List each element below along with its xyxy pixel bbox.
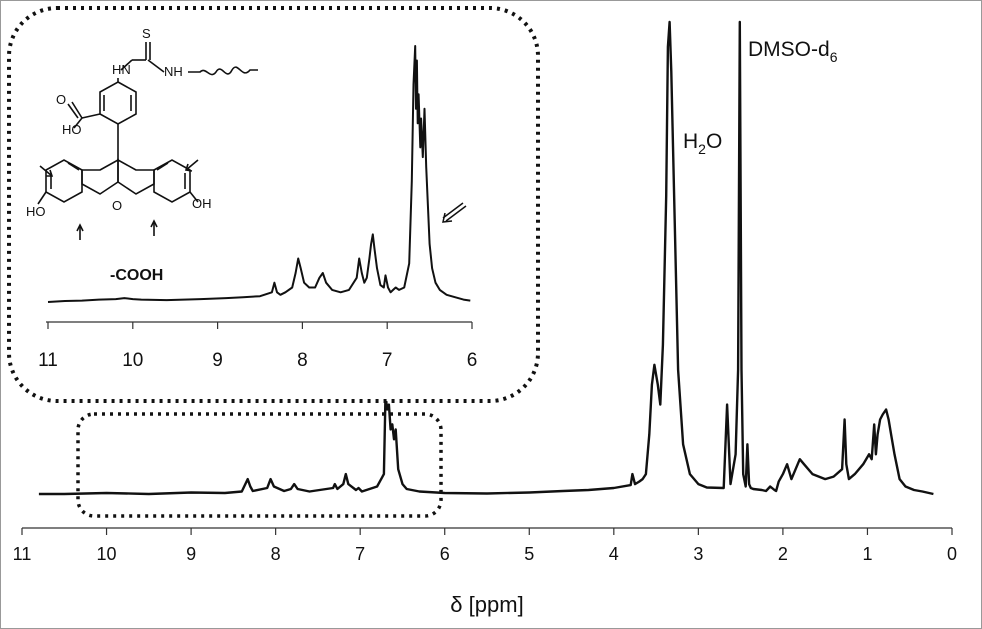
- x-tick-label: 6: [440, 544, 450, 564]
- chemical-structure: [37, 42, 258, 240]
- main-x-axis-title: δ [ppm]: [450, 592, 523, 617]
- x-tick-label: 8: [271, 544, 281, 564]
- inset-panel: 11 10 9 8 7 6 -COOH: [7, 6, 540, 403]
- x-tick-label: 0: [947, 544, 957, 564]
- inset-spectrum-line: [47, 45, 471, 303]
- svg-text:O: O: [56, 92, 66, 107]
- main-spectrum-line: [38, 20, 934, 496]
- x-tick-label: 9: [186, 544, 196, 564]
- x-tick-label: 9: [212, 350, 223, 371]
- svg-text:S: S: [142, 26, 151, 41]
- x-tick-label: 5: [524, 544, 534, 564]
- x-tick-label: 10: [97, 544, 117, 564]
- x-tick-label: 7: [382, 350, 393, 371]
- svg-text:HO: HO: [62, 122, 82, 137]
- svg-text:O: O: [112, 198, 122, 213]
- dmso-peak-label: DMSO-d6: [748, 38, 838, 65]
- main-zoom-region-box: [76, 412, 443, 518]
- x-tick-label: 11: [13, 544, 32, 564]
- x-tick-label: 3: [693, 544, 703, 564]
- inset-peak-arrow: [442, 202, 467, 223]
- x-tick-label: 8: [297, 350, 308, 371]
- inset-x-ticks: 11 10 9 8 7 6: [38, 322, 477, 371]
- svg-text:HO: HO: [26, 204, 46, 219]
- main-x-ticks: 11 10 9 8 7 6 5 4 3 2 1 0: [13, 528, 957, 564]
- inset-cooh-label: -COOH: [110, 267, 163, 284]
- x-tick-label: 10: [122, 350, 143, 371]
- inset-border: [7, 6, 540, 403]
- x-tick-label: 6: [467, 350, 478, 371]
- structure-labels: HN S NH HO O O HO OH: [26, 26, 212, 219]
- x-tick-label: 7: [355, 544, 365, 564]
- svg-text:OH: OH: [192, 196, 212, 211]
- svg-text:HN: HN: [112, 62, 131, 77]
- main-plot: 11 10 9 8 7 6 5 4 3 2 1 0 δ [ppm] H2O DMSO-d6: [13, 20, 957, 617]
- x-tick-label: 2: [778, 544, 788, 564]
- x-tick-label: 4: [609, 544, 619, 564]
- x-tick-label: 1: [862, 544, 872, 564]
- water-peak-label: H2O: [683, 130, 722, 157]
- svg-text:NH: NH: [164, 64, 183, 79]
- x-tick-label: 11: [38, 350, 58, 371]
